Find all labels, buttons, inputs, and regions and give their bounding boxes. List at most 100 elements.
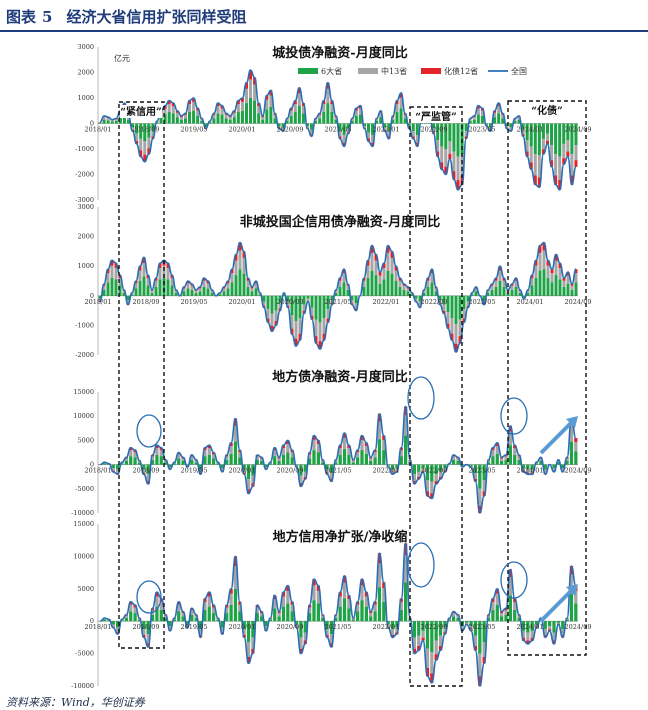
bar-debt12 [574,160,577,167]
bar-six-provinces [343,449,346,465]
bar-six-provinces [403,290,406,296]
bar-six-provinces [339,287,342,296]
bar-six-provinces [265,109,268,123]
legend-label: 中13省 [381,66,407,76]
bar-six-provinces [499,281,502,296]
bar-mid13 [447,312,450,324]
bar-six-provinces [203,287,206,296]
bar-six-provinces [356,457,359,464]
bar-six-provinces [574,451,577,464]
legend-label: 化债12省 [444,66,478,76]
bar-mid13 [323,318,326,334]
legend-label: 全国 [511,66,527,76]
bar-debt12 [574,438,577,442]
bar-six-provinces [504,615,507,621]
bar-mid13 [307,299,310,301]
bar-six-provinces [257,113,260,123]
bar-mid13 [571,286,574,290]
x-tick-label: 2021/05 [324,126,351,134]
bar-six-provinces [269,107,272,124]
bar-mid13 [151,291,154,293]
bar-six-provinces [509,445,512,464]
bar-six-provinces [188,112,191,123]
y-tick-label: 1000 [77,94,94,102]
bar-six-provinces [369,461,372,465]
bar-six-provinces [112,465,115,469]
x-tick-label: 2022/01 [372,298,399,306]
bar-mid13 [554,154,557,175]
x-tick-label: 2022/01 [372,623,399,631]
bar-six-provinces [531,285,534,295]
x-tick-label: 2018/09 [132,623,159,631]
x-tick-label: 2020/09 [276,467,303,475]
bar-mid13 [500,458,503,461]
bar-debt12 [566,152,569,157]
bar-six-provinces [375,275,378,296]
bar-mid13 [539,253,542,271]
y-tick-label: 15000 [73,388,94,396]
bar-six-provinces [286,453,289,465]
bar-six-provinces [176,117,179,123]
bar-six-provinces [363,287,366,296]
bar-mid13 [459,319,462,336]
bar-mid13 [444,149,447,167]
bar-mid13 [139,139,142,150]
bar-six-provinces [312,450,315,465]
x-tick-label: 2024/09 [564,467,591,475]
bar-six-provinces [168,112,171,123]
bar-six-provinces [513,610,516,621]
bar-mid13 [147,138,150,149]
bar-mid13 [233,113,236,117]
bar-six-provinces [103,620,106,622]
bar-mid13 [229,117,232,120]
bar-six-provinces [227,288,230,295]
bar-six-provinces [282,455,285,465]
bar-mid13 [558,157,561,180]
bar-six-provinces [539,271,542,296]
bar-six-provinces [177,611,180,621]
x-tick-label: 2019/05 [180,467,207,475]
bar-mid13 [298,93,301,105]
x-tick-label: 2022/01 [372,126,399,134]
bar-mid13 [277,458,280,461]
bar-six-provinces [554,124,557,155]
bar-six-provinces [229,454,232,465]
bar-six-provinces [207,288,210,295]
bar-six-provinces [427,287,430,296]
bar-six-provinces [231,282,234,295]
bar-six-provinces [229,605,232,621]
bar-six-provinces [317,453,320,465]
bar-six-provinces [273,456,276,464]
bar-mid13 [430,482,433,494]
bar-six-provinces [373,611,376,621]
bar-six-provinces [139,281,142,296]
bar-six-provinces [559,280,562,296]
bar-six-provinces [160,610,163,621]
x-tick-label: 2024/01 [516,623,543,631]
highlight-ellipse [408,377,434,419]
bar-mid13 [294,104,297,112]
bar-six-provinces [171,285,174,295]
bar-six-provinces [355,116,358,124]
bar-six-provinces [115,280,118,296]
source-note: 资料来源：Wind，华创证券 [6,694,145,710]
bar-six-provinces [183,291,186,295]
x-tick-label: 2023/05 [468,298,495,306]
x-tick-label: 2022/09 [420,623,447,631]
bar-six-provinces [180,120,183,124]
bar-six-provinces [382,602,385,621]
bar-mid13 [417,636,420,646]
bar-six-provinces [491,456,494,464]
bar-mid13 [208,596,211,606]
bar-six-provinces [378,439,381,464]
bar-six-provinces [407,291,410,295]
x-tick-label: 2021/05 [324,298,351,306]
bar-six-provinces [347,455,350,465]
y-tick-label: 5000 [77,585,94,593]
bar-mid13 [237,104,240,112]
bar-six-provinces [400,456,403,464]
bar-mid13 [172,106,175,113]
bar-mid13 [456,157,459,180]
x-tick-label: 2024/01 [516,298,543,306]
bar-mid13 [277,613,280,616]
